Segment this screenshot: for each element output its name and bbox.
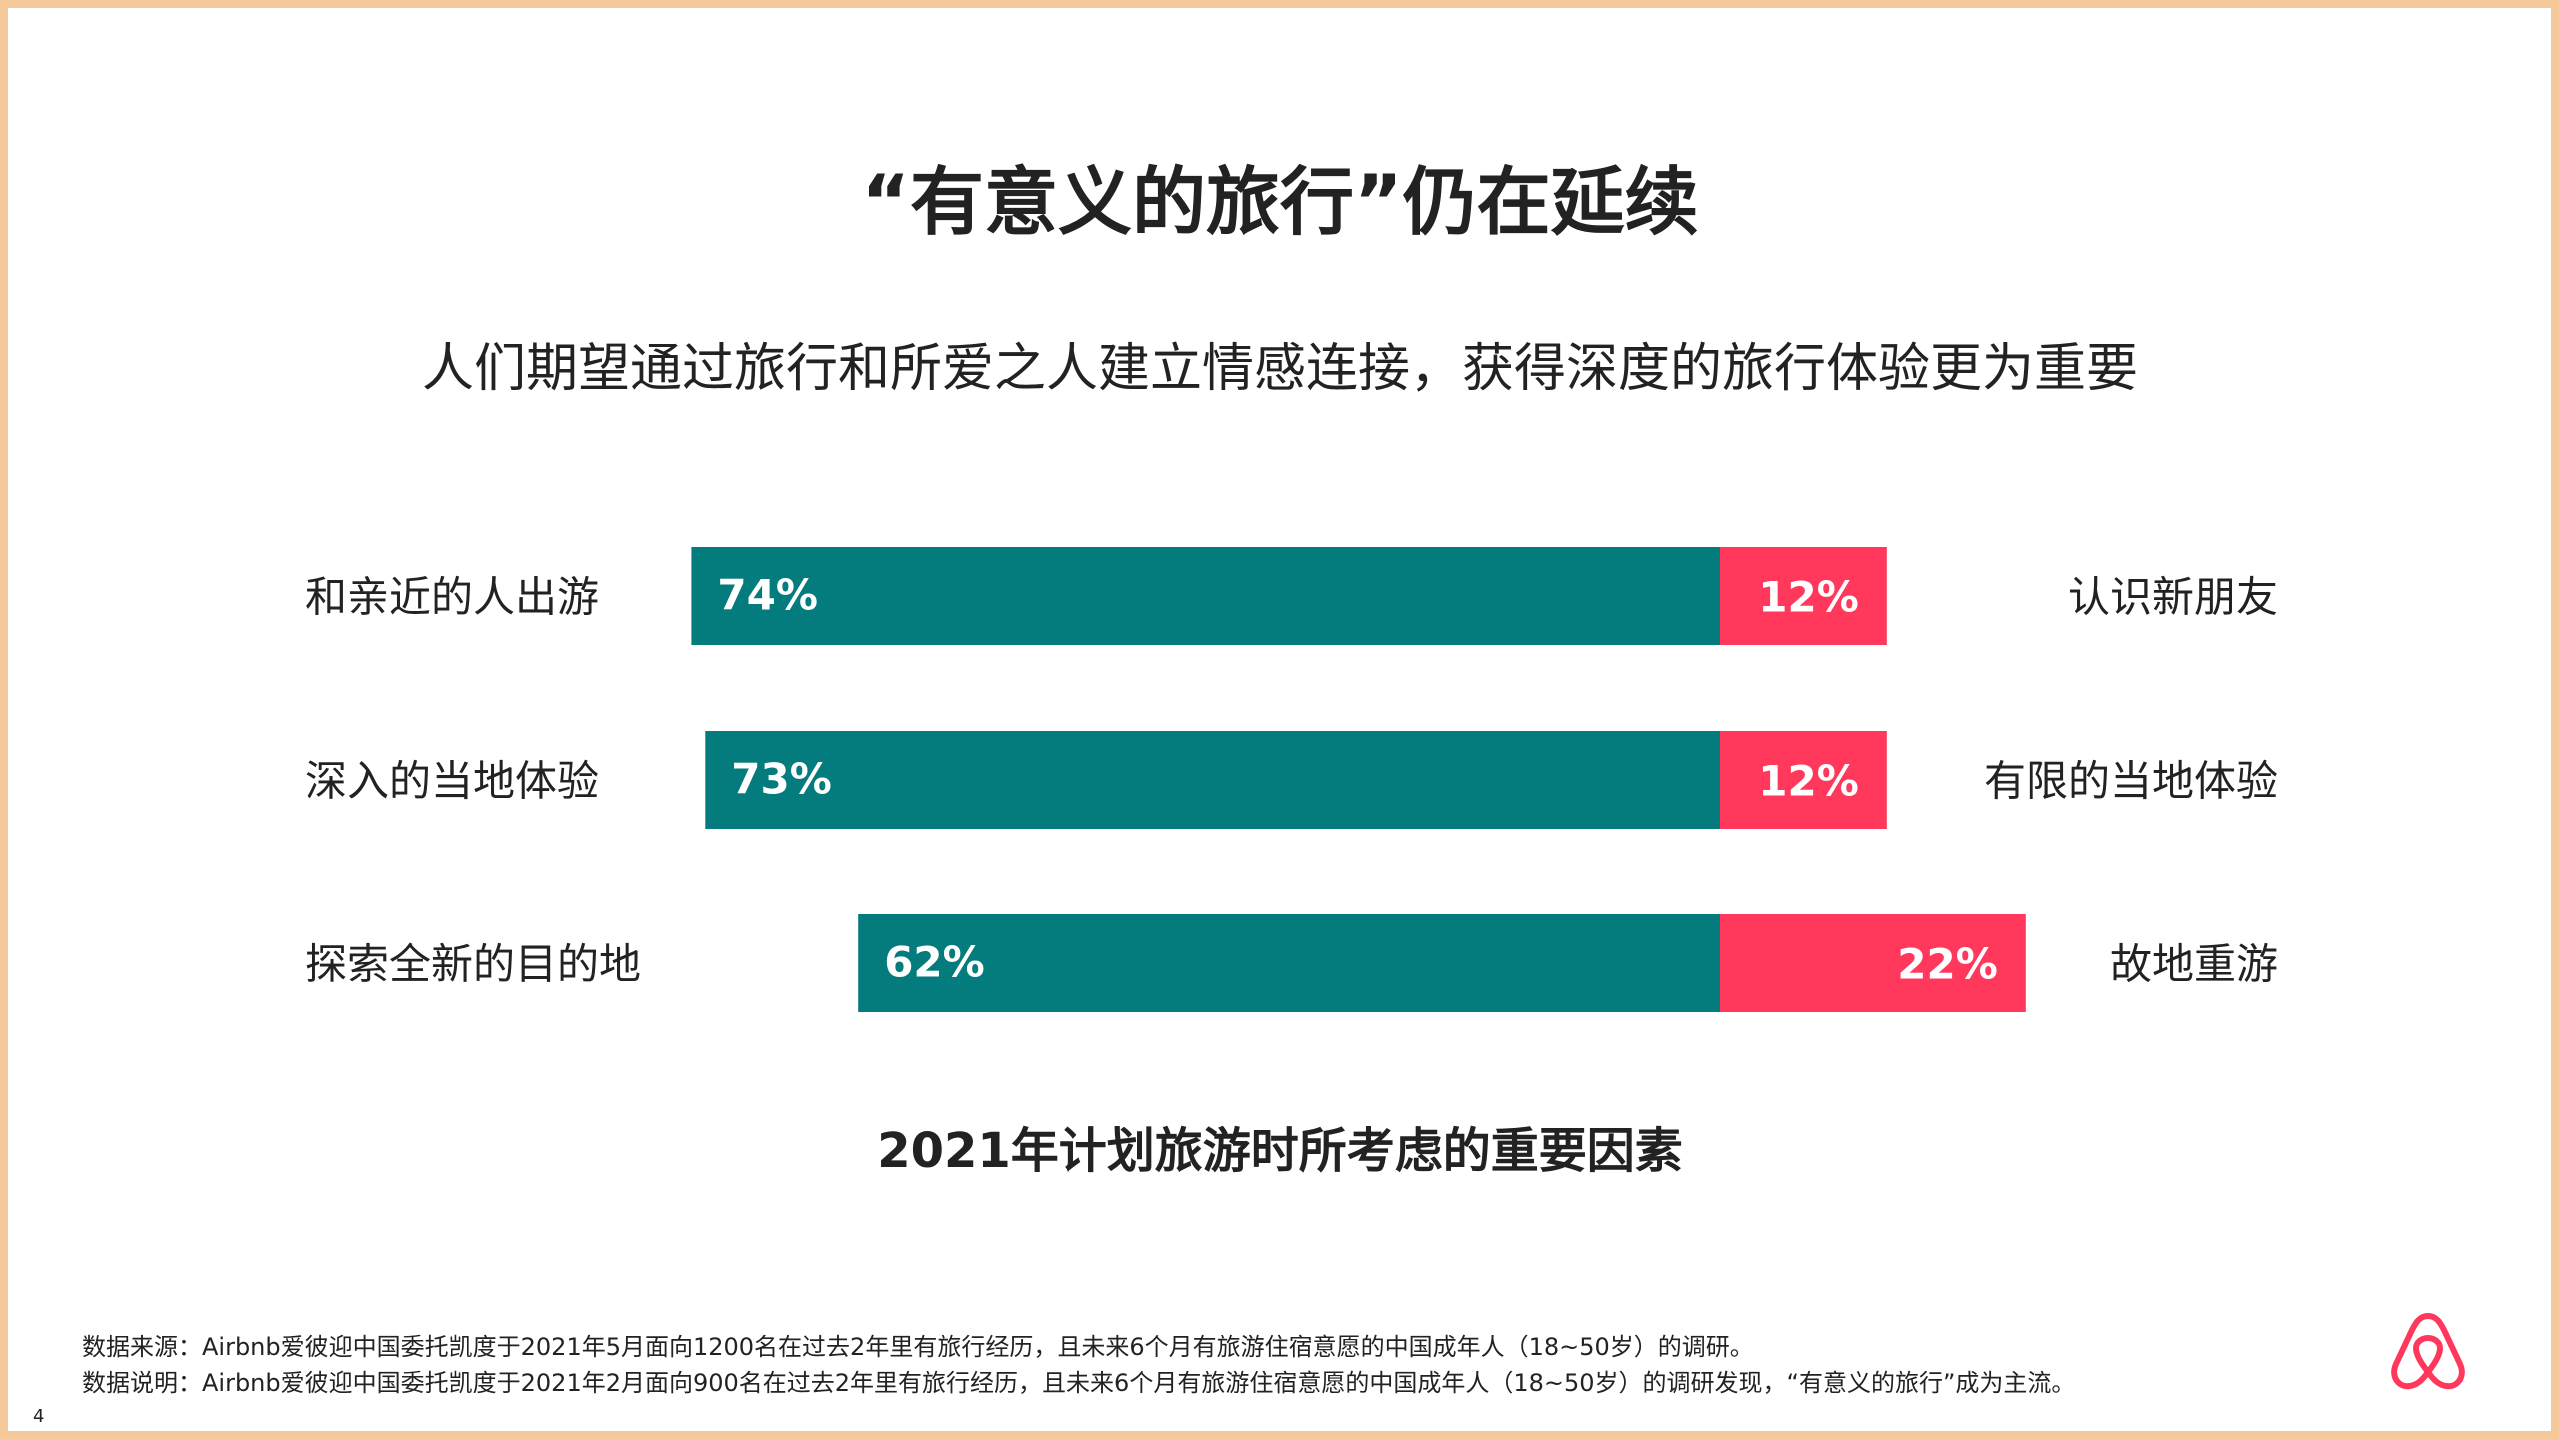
right-label: 有限的当地体验 xyxy=(1984,757,2278,806)
page-number: 4 xyxy=(33,1406,44,1427)
value-label: 62% xyxy=(884,938,985,987)
left-label: 探索全新的目的地 xyxy=(305,940,641,989)
left-label: 和亲近的人出游 xyxy=(305,573,599,622)
bar-right xyxy=(1720,914,2026,1012)
bar-left xyxy=(858,914,1720,1012)
caption: 2021年计划旅游时所考虑的重要因素 xyxy=(877,1123,1683,1179)
bar-right xyxy=(1720,547,1887,645)
value-label: 73% xyxy=(731,755,832,804)
value-label: 74% xyxy=(717,571,818,620)
subtitle: 人们期望通过旅行和所爱之人建立情感连接，获得深度的旅行体验更为重要 xyxy=(422,339,2138,399)
bar-right xyxy=(1720,731,1887,829)
left-label: 深入的当地体验 xyxy=(305,757,599,806)
footnote: 数据说明：Airbnb爱彼迎中国委托凯度于2021年2月面向900名在过去2年里… xyxy=(82,1369,2075,1397)
airbnb-logo xyxy=(2391,1313,2465,1390)
footnote: 数据来源：Airbnb爱彼迎中国委托凯度于2021年5月面向1200名在过去2年… xyxy=(82,1333,1754,1361)
value-label: 22% xyxy=(1897,940,1998,989)
bar-left xyxy=(705,731,1720,829)
value-label: 12% xyxy=(1758,573,1859,622)
bar-left xyxy=(691,547,1720,645)
value-label: 12% xyxy=(1758,757,1859,806)
right-label: 故地重游 xyxy=(2110,940,2278,989)
title: “有意义的旅行”仍在延续 xyxy=(861,160,1698,246)
right-label: 认识新朋友 xyxy=(2068,573,2278,622)
